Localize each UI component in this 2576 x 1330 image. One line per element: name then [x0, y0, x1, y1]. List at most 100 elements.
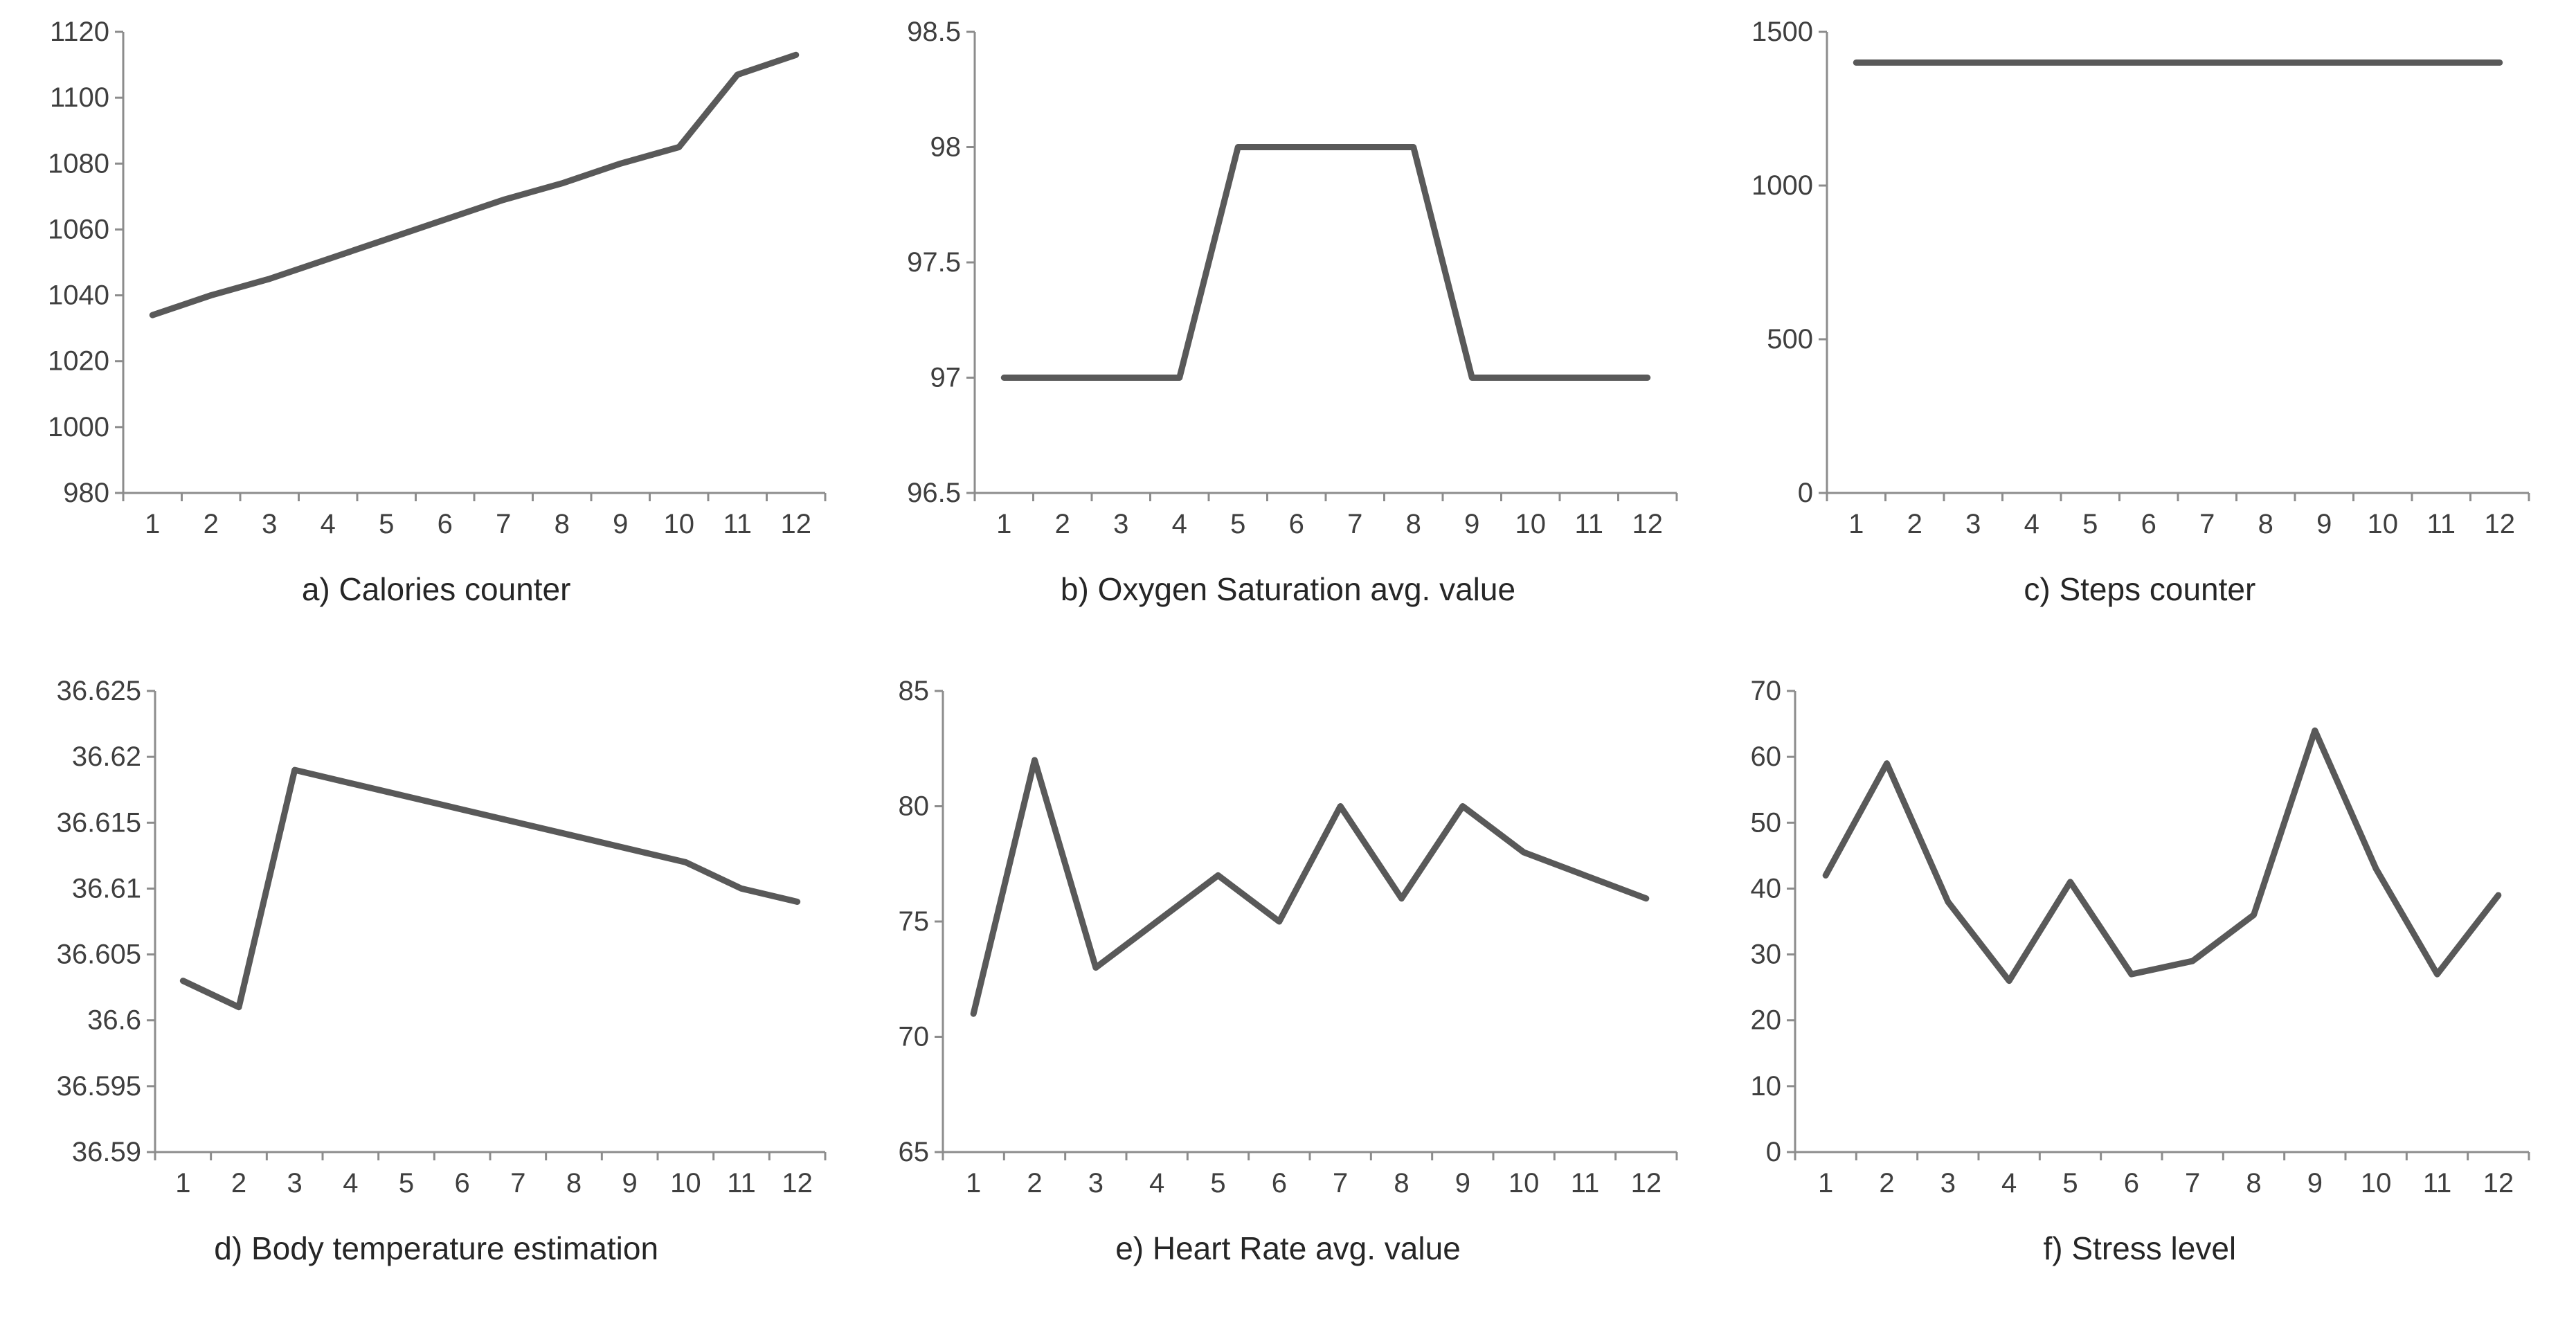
chart-line-calories [149, 51, 800, 318]
svg-text:5: 5 [379, 509, 394, 539]
svg-text:6: 6 [1289, 509, 1304, 539]
svg-text:9: 9 [1455, 1168, 1470, 1198]
svg-text:36.62: 36.62 [72, 742, 141, 772]
svg-text:4: 4 [1172, 509, 1187, 539]
svg-text:9: 9 [622, 1168, 638, 1198]
svg-text:7: 7 [1347, 509, 1362, 539]
svg-text:0: 0 [1797, 478, 1812, 508]
svg-text:5: 5 [399, 1168, 414, 1198]
svg-text:97.5: 97.5 [907, 247, 961, 278]
svg-text:4: 4 [2001, 1168, 2017, 1198]
svg-text:1000: 1000 [1751, 170, 1813, 201]
svg-text:10: 10 [1508, 1168, 1540, 1198]
svg-text:12: 12 [781, 509, 812, 539]
svg-text:3: 3 [1088, 1168, 1104, 1198]
svg-text:8: 8 [1394, 1168, 1409, 1198]
svg-text:85: 85 [899, 676, 930, 706]
svg-text:1: 1 [1848, 509, 1864, 539]
oxygen-saturation-chart-caption: b) Oxygen Saturation avg. value [1060, 571, 1516, 607]
svg-text:36.6: 36.6 [87, 1005, 141, 1035]
svg-text:10: 10 [1750, 1070, 1781, 1101]
svg-text:9: 9 [613, 509, 628, 539]
svg-text:5: 5 [2082, 509, 2098, 539]
svg-text:36.595: 36.595 [57, 1070, 141, 1101]
svg-text:7: 7 [2199, 509, 2215, 539]
svg-text:1: 1 [145, 509, 160, 539]
svg-text:3: 3 [1940, 1168, 1955, 1198]
svg-text:5: 5 [2062, 1168, 2078, 1198]
svg-text:3: 3 [287, 1168, 303, 1198]
svg-text:6: 6 [438, 509, 453, 539]
svg-text:1: 1 [1818, 1168, 1833, 1198]
svg-text:4: 4 [343, 1168, 358, 1198]
chart-svg-body-temperature: 36.59 36.595 36.6 36.605 36.61 36.615 36.62 36.… [57, 676, 827, 1198]
svg-text:6: 6 [2141, 509, 2156, 539]
heart-rate-chart-plot: 65 70 75 80 85 1 2 3 4 5 6 7 8 9 10 11 12 [879, 672, 1696, 1212]
svg-text:4: 4 [1149, 1168, 1164, 1198]
svg-text:6: 6 [2123, 1168, 2138, 1198]
svg-text:12: 12 [782, 1168, 813, 1198]
svg-text:7: 7 [1333, 1168, 1348, 1198]
steps-chart-plot: 0 500 1000 1500 1 2 3 4 5 6 7 8 9 10 11 12 [1731, 12, 2548, 552]
svg-text:11: 11 [723, 509, 752, 539]
chart-line-stress-level [1822, 727, 2501, 984]
svg-text:10: 10 [2367, 509, 2398, 539]
svg-text:20: 20 [1750, 1005, 1781, 1035]
svg-text:12: 12 [1631, 1168, 1662, 1198]
chart-line-body-temperature [179, 766, 801, 1010]
svg-text:1040: 1040 [48, 280, 109, 311]
svg-text:10: 10 [1515, 509, 1547, 539]
svg-text:2: 2 [1907, 509, 1922, 539]
svg-text:80: 80 [899, 791, 930, 821]
svg-text:98: 98 [930, 132, 962, 163]
svg-text:10: 10 [664, 509, 695, 539]
svg-text:36.615: 36.615 [57, 807, 141, 838]
svg-text:8: 8 [2258, 509, 2273, 539]
svg-text:30: 30 [1750, 939, 1781, 969]
svg-text:11: 11 [2422, 1168, 2451, 1198]
svg-text:10: 10 [2361, 1168, 2392, 1198]
svg-text:1020: 1020 [48, 346, 109, 377]
oxygen-saturation-chart: 96.5 97 97.5 98 98.5 1 2 3 4 5 6 7 8 9 10 11 12 b) Oxyge… [879, 12, 1696, 665]
svg-text:36.61: 36.61 [72, 873, 141, 904]
svg-text:36.625: 36.625 [57, 676, 141, 706]
svg-text:4: 4 [2024, 509, 2039, 539]
svg-text:11: 11 [1571, 1168, 1600, 1198]
svg-text:1: 1 [966, 1168, 981, 1198]
stress-level-chart: 0 10 20 30 40 50 60 70 1 2 3 4 5 6 7 8 9 10 11 12 f) Stress… [1731, 672, 2548, 1324]
oxygen-saturation-chart-plot: 96.5 97 97.5 98 98.5 1 2 3 4 5 6 7 8 9 10 11 12 [879, 12, 1696, 552]
svg-text:3: 3 [1965, 509, 1981, 539]
svg-text:7: 7 [2185, 1168, 2200, 1198]
stress-level-chart-plot: 0 10 20 30 40 50 60 70 1 2 3 4 5 6 7 8 9 10 11 12 [1731, 672, 2548, 1212]
stress-level-chart-caption: f) Stress level [2043, 1230, 2237, 1266]
svg-text:96.5: 96.5 [907, 478, 961, 508]
svg-text:36.605: 36.605 [57, 939, 141, 969]
svg-text:12: 12 [2484, 509, 2515, 539]
svg-text:12: 12 [1632, 509, 1664, 539]
svg-text:10: 10 [670, 1168, 701, 1198]
svg-text:8: 8 [1406, 509, 1421, 539]
svg-text:2: 2 [204, 509, 219, 539]
svg-text:8: 8 [566, 1168, 582, 1198]
svg-text:2: 2 [1027, 1168, 1043, 1198]
svg-text:9: 9 [2307, 1168, 2322, 1198]
svg-text:3: 3 [1113, 509, 1128, 539]
calories-chart: 980 1000 1020 1040 1060 1080 1100 1120 1 2 3 4 5 6 7 8 9… [28, 12, 845, 665]
svg-text:2: 2 [231, 1168, 246, 1198]
svg-text:0: 0 [1765, 1137, 1781, 1167]
svg-text:1500: 1500 [1751, 17, 1813, 47]
calories-chart-caption: a) Calories counter [301, 571, 571, 607]
svg-text:4: 4 [321, 509, 336, 539]
svg-text:12: 12 [2483, 1168, 2514, 1198]
svg-text:36.59: 36.59 [72, 1137, 141, 1167]
body-temperature-chart-caption: d) Body temperature estimation [214, 1230, 659, 1266]
calories-chart-plot: 980 1000 1020 1040 1060 1080 1100 1120 1 2 3 4 5 6 7 8 9… [28, 12, 845, 552]
svg-text:40: 40 [1750, 873, 1781, 904]
svg-text:500: 500 [1767, 324, 1813, 354]
heart-rate-chart-caption: e) Heart Rate avg. value [1115, 1230, 1461, 1266]
svg-text:5: 5 [1230, 509, 1245, 539]
svg-text:60: 60 [1750, 742, 1781, 772]
